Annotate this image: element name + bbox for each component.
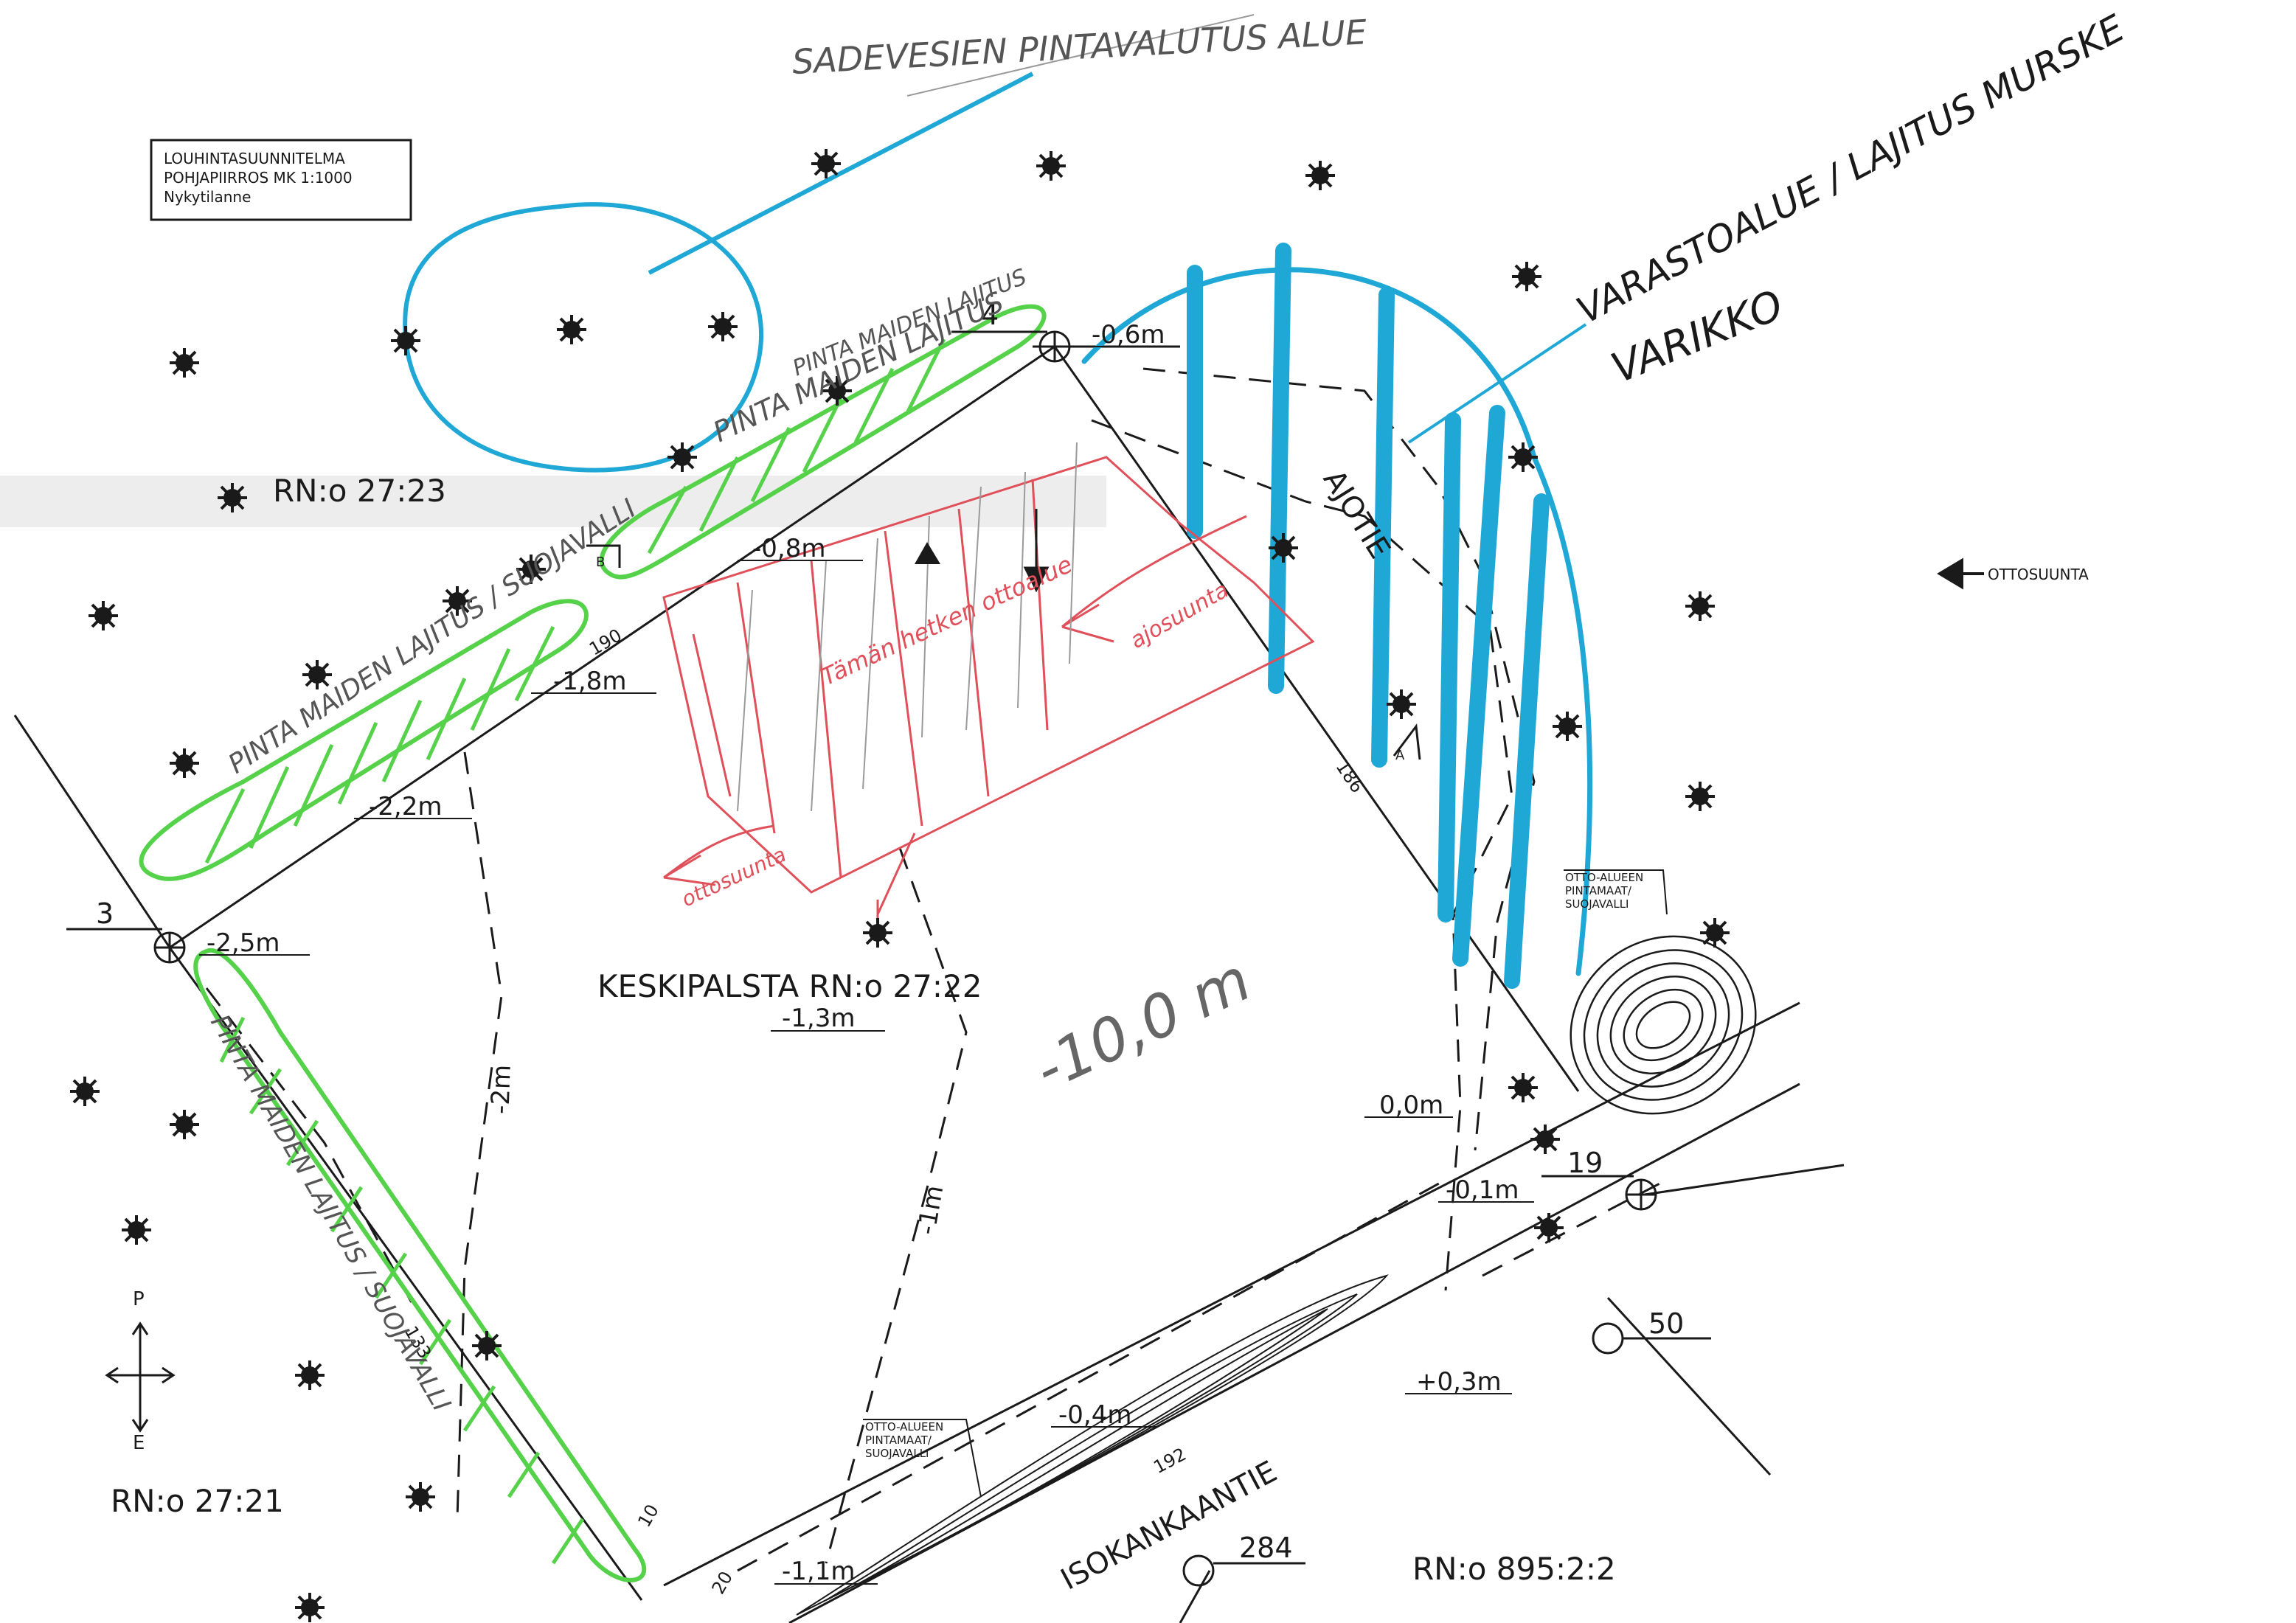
elevation-labels: -0,6m -0,8m -1,8m -2,2m -2,5m -1,3m 0,0m…: [207, 320, 1519, 1586]
note-topsoil-left: PINTA MAIDEN LAJITUS / SUOJAVALLI: [223, 493, 642, 779]
note-rain-area: SADEVESIEN PINTAVALUTUS ALUE: [791, 12, 1368, 82]
otto-bottom-1: OTTO-ALUEEN: [865, 1420, 943, 1433]
section-marker-a: [1392, 723, 1421, 760]
otto-bottom-2: PINTAMAAT/: [865, 1433, 932, 1447]
triangle-marker-icon: [915, 542, 940, 564]
down-arrow-icon: [1023, 509, 1050, 593]
otto-bottom-leader: [863, 1419, 982, 1498]
note-storage-sorting: VARASTOALUE / LAJITUS MURSKE: [1570, 7, 2132, 333]
note-current-area: Tämän hetken ottoalue: [816, 550, 1076, 691]
storage-area-blue: [1081, 243, 1593, 989]
elevation-e3: -1,8m: [553, 667, 626, 696]
property-2723: RN:o 27:23: [273, 473, 446, 509]
elevation-e7: 0,0m: [1379, 1091, 1443, 1120]
otto-top-3: SUOJAVALLI: [1565, 897, 1629, 911]
elevation-e5: -2,5m: [207, 928, 280, 958]
topsoil-hatch-green: [204, 338, 946, 1565]
point-284: 284: [1239, 1532, 1293, 1564]
note-protective-wall: PINTA MAIDEN LAJITUS / SUOJAVALLI: [204, 1010, 457, 1417]
otto-top-leader: [1564, 869, 1668, 915]
ottosuunta-arrow-icon: [1937, 557, 1984, 590]
elevation-e4: -2,2m: [369, 792, 442, 821]
right-pile-contours: [1570, 935, 1757, 1115]
elevation-e9: +0,3m: [1416, 1367, 1502, 1397]
elevation-e12: -2m: [485, 1064, 516, 1114]
section-a-label: A: [1395, 748, 1405, 763]
elevation-e13: -1m: [912, 1183, 949, 1237]
note-direction-2: ajosuunta: [1126, 577, 1234, 654]
property-89522: RN:o 895:2:2: [1412, 1551, 1616, 1587]
otto-label-bottom: OTTO-ALUEEN PINTAMAAT/ SUOJAVALLI: [865, 1420, 943, 1460]
otto-bottom-3: SUOJAVALLI: [865, 1447, 929, 1460]
scan-stripe: [0, 476, 1106, 527]
otto-label-top: OTTO-ALUEEN PINTAMAAT/ SUOJAVALLI: [1565, 871, 1643, 911]
section-b-label: B: [596, 555, 605, 570]
north-arrow: [105, 1321, 176, 1433]
elevation-underlines: [199, 346, 1534, 1585]
north-label: P: [133, 1288, 145, 1310]
point-3: 3: [96, 897, 114, 930]
point-4: 4: [981, 299, 999, 331]
title-line-1: LOUHINTASUUNNITELMA: [164, 150, 345, 167]
topsoil-areas-green: [139, 304, 1047, 1582]
road-isokankaantie: ISOKANKAANTIE: [1055, 1455, 1283, 1597]
otto-top-2: PINTAMAAT/: [1565, 884, 1632, 897]
dim-20: 20: [708, 1568, 738, 1597]
elevation-e8: -0,1m: [1446, 1175, 1519, 1205]
bottom-pile-contours: [796, 1274, 1389, 1616]
dim-10: 10: [634, 1501, 663, 1530]
current-extraction-area: [662, 456, 1315, 915]
section-marker-b: [586, 544, 621, 568]
elevation-e2: -0,8m: [752, 534, 825, 563]
property-2722: KESKIPALSTA RN:o 27:22: [597, 968, 982, 1004]
note-depth: -10,0 m: [1024, 945, 1261, 1104]
south-label: E: [133, 1432, 145, 1454]
pencil-hatch: [737, 14, 1255, 812]
elevation-e11: -1,1m: [782, 1557, 855, 1586]
elevation-e10: -0,4m: [1058, 1400, 1131, 1430]
otto-top-1: OTTO-ALUEEN: [1565, 871, 1643, 884]
title-line-3: Nykytilanne: [164, 188, 251, 206]
dim-192: 192: [1150, 1444, 1190, 1478]
survey-points: [66, 330, 1711, 1587]
rain-runoff-area: [403, 72, 1034, 473]
note-direction-1: ottosuunta: [678, 842, 790, 911]
title-box: LOUHINTASUUNNITELMA POHJAPIIRROS MK 1:10…: [150, 139, 412, 221]
property-2721: RN:o 27:21: [111, 1483, 284, 1519]
ottosuunta-label: OTTOSUUNTA: [1988, 566, 2089, 583]
elevation-e6: -1,3m: [782, 1004, 855, 1033]
point-19: 19: [1567, 1147, 1603, 1179]
dim-190: 190: [586, 625, 625, 659]
dim-186: 186: [1332, 757, 1368, 797]
storage-leader: [1407, 323, 1587, 444]
elevation-e1: -0,6m: [1092, 320, 1165, 350]
title-line-2: POHJAPIIRROS MK 1:1000: [164, 169, 353, 187]
point-50: 50: [1648, 1307, 1684, 1340]
